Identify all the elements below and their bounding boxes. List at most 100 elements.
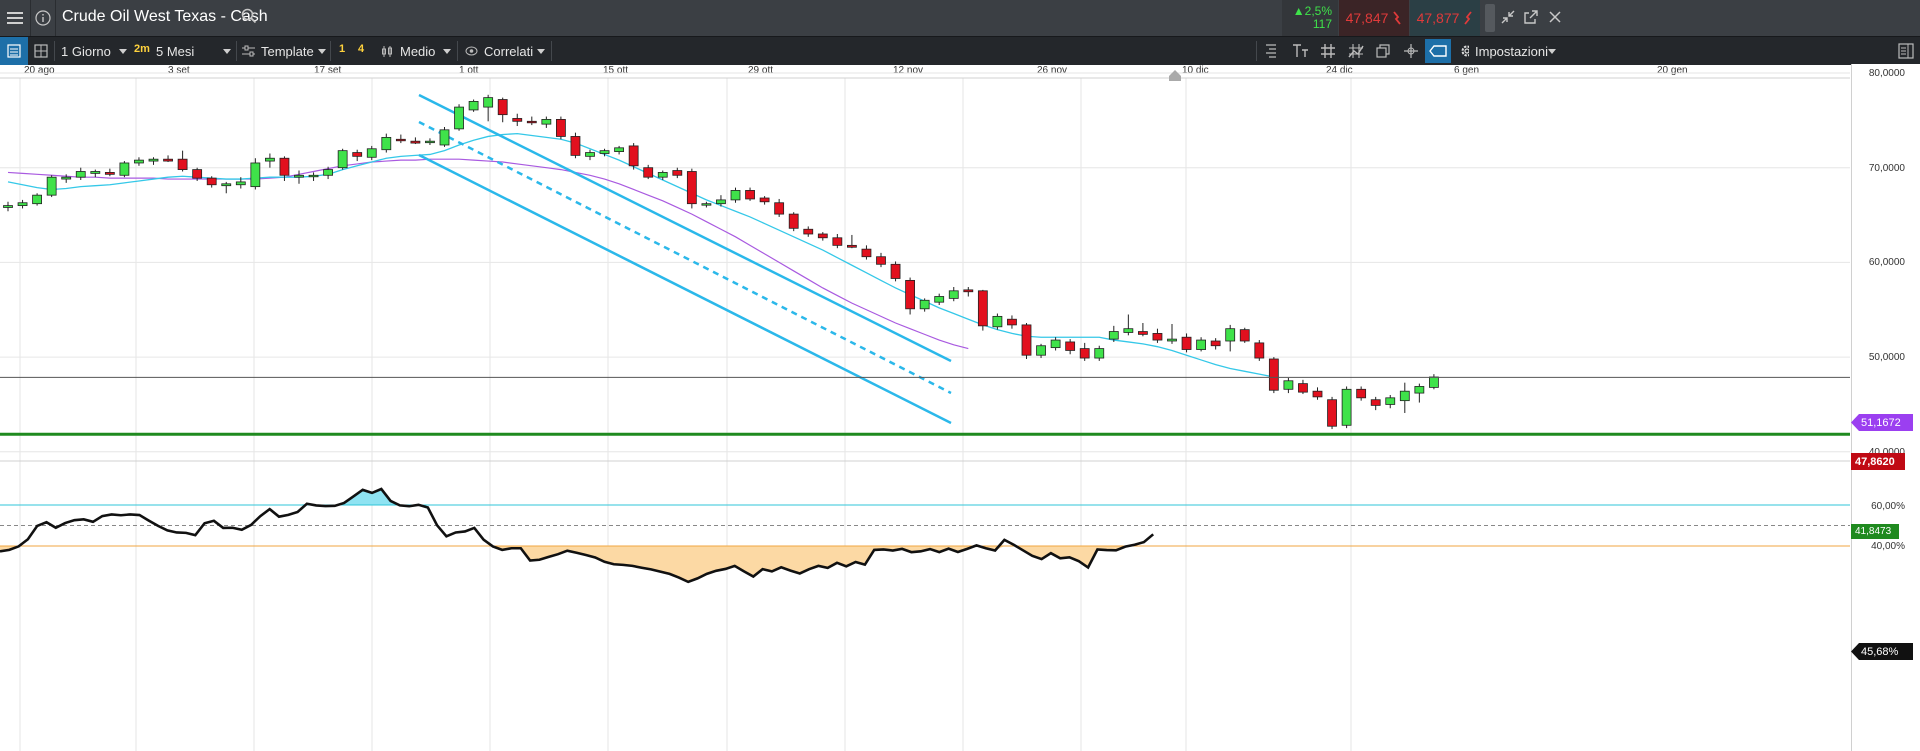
settings-button[interactable]: Impostazioni: [1460, 37, 1556, 65]
candle: [788, 212, 799, 232]
shrink-icon: [1501, 10, 1515, 24]
candle-body: [104, 172, 115, 175]
menu-button[interactable]: [0, 0, 31, 36]
date-label: 15 ott: [603, 65, 629, 76]
candle-body: [337, 150, 348, 169]
candle-body: [1094, 348, 1105, 359]
candle-body: [483, 97, 494, 108]
candle-body: [425, 140, 435, 144]
crosshair-button[interactable]: [1403, 43, 1419, 64]
candle-body: [934, 296, 945, 303]
chevron-down-icon: [443, 48, 451, 54]
range-label: 5 Mesi: [156, 43, 195, 59]
candle: [148, 157, 159, 165]
candle-body: [17, 202, 28, 206]
candle-body: [1283, 380, 1294, 390]
text-size-icon: [1293, 44, 1308, 57]
date-label: 3 set: [168, 65, 190, 76]
candle: [483, 94, 494, 122]
text-size-button[interactable]: [1292, 43, 1310, 64]
candle-body: [148, 158, 159, 162]
candle-body: [905, 279, 915, 310]
candle-body: [90, 171, 101, 174]
interval-dropdown[interactable]: 1 Giorno: [61, 37, 127, 65]
shrink-button[interactable]: [1500, 9, 1516, 30]
correlated-dropdown[interactable]: Correlati: [465, 37, 545, 65]
badge-4[interactable]: 4: [358, 43, 365, 55]
popout-button[interactable]: [1523, 9, 1539, 30]
list-view-button[interactable]: [0, 37, 28, 65]
ma-fast-line: [7, 132, 1274, 378]
price-tag-icon: [1429, 45, 1447, 57]
date-label: 1 ott: [459, 65, 479, 76]
candle-body: [32, 194, 42, 205]
candle: [279, 156, 290, 181]
candle-body: [75, 171, 86, 178]
template-label: Template: [261, 43, 314, 59]
candle: [1050, 337, 1061, 351]
interval-label: 1 Giorno: [61, 43, 111, 59]
candle-body: [1167, 338, 1177, 342]
price-tag-button[interactable]: [1425, 39, 1451, 63]
candle: [32, 193, 42, 206]
candle: [1356, 386, 1367, 401]
candle: [1312, 387, 1323, 400]
moving-averages: [7, 132, 1274, 378]
chevron-down-icon: [1548, 48, 1556, 54]
candle: [323, 166, 334, 180]
candle-body: [468, 101, 479, 111]
candle: [1399, 382, 1410, 413]
candle-body: [1196, 339, 1206, 350]
close-button[interactable]: [1547, 9, 1563, 30]
oscillator-value-tag: 45,68%: [1851, 643, 1913, 660]
price-axis-label: 40,0000: [1869, 447, 1905, 458]
candle-body: [134, 159, 144, 164]
info-button[interactable]: [31, 0, 56, 36]
candle: [614, 145, 624, 155]
candle: [294, 170, 304, 184]
layers-button[interactable]: [1376, 43, 1392, 64]
candle-body: [1123, 328, 1134, 333]
candle-body: [1021, 324, 1032, 356]
gridlines-button[interactable]: [1320, 43, 1336, 64]
candle: [119, 161, 130, 178]
candle-body: [1312, 390, 1323, 398]
candle-body: [876, 256, 886, 265]
grid-view-button[interactable]: [30, 37, 52, 65]
orientation-button[interactable]: [1263, 43, 1279, 64]
date-label: 20 gen: [1657, 65, 1688, 76]
popout-icon: [1524, 10, 1538, 24]
range-dropdown[interactable]: 5 Mesi: [156, 37, 231, 65]
align-icon: [1266, 44, 1276, 58]
candle: [526, 116, 537, 126]
candle-body: [3, 205, 13, 208]
search-button[interactable]: [241, 8, 257, 29]
candle: [1385, 394, 1396, 409]
price-chart[interactable]: [0, 64, 1850, 751]
buy-price: 47,877: [1416, 10, 1460, 26]
template-dropdown[interactable]: Template: [242, 37, 326, 65]
candle-body: [1239, 329, 1250, 342]
candle: [643, 164, 654, 180]
sliders-icon: [242, 45, 255, 57]
trend-channel[interactable]: [418, 93, 952, 425]
channel-mid-line: [418, 120, 952, 395]
candle: [308, 172, 319, 181]
date-label: 12 nov: [893, 65, 924, 76]
candle-body: [774, 202, 785, 215]
badge-1[interactable]: 1: [339, 43, 346, 55]
candle-body: [1108, 331, 1119, 340]
sell-price-button[interactable]: 47,847: [1339, 0, 1409, 36]
buy-price-button[interactable]: 47,877: [1410, 0, 1480, 36]
candle: [876, 252, 886, 268]
collapse-button[interactable]: [1898, 43, 1914, 64]
candle-body: [512, 118, 523, 122]
candle: [3, 201, 13, 212]
crosshair-grid-button[interactable]: [1348, 43, 1364, 64]
candle-body: [163, 158, 173, 162]
indicator-dropdown[interactable]: Medio: [381, 37, 451, 65]
channel-lower-line: [418, 153, 952, 425]
candle-body: [1181, 336, 1192, 350]
up-arrow-icon: ▲: [1292, 4, 1305, 18]
scrollbar-handle[interactable]: [1485, 4, 1495, 32]
